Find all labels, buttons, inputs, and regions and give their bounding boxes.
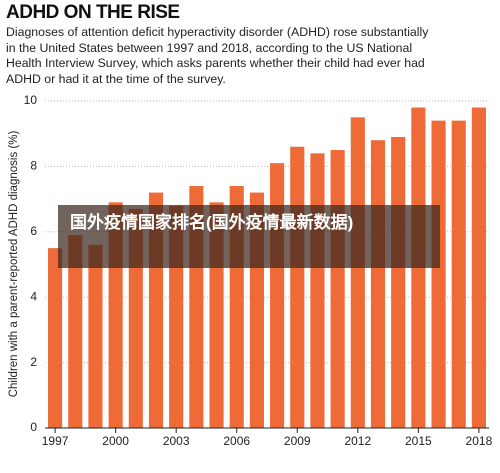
y-tick-label: 0 bbox=[30, 420, 37, 434]
bar bbox=[330, 150, 345, 429]
bar bbox=[391, 136, 406, 428]
y-tick-label: 2 bbox=[30, 355, 37, 369]
overlay-banner: 国外疫情国家排名(国外疫情最新数据) bbox=[58, 205, 440, 268]
bar bbox=[370, 140, 386, 429]
y-axis-label: Children with a parent-reported ADHD dia… bbox=[8, 131, 20, 398]
bar bbox=[451, 120, 466, 429]
bar bbox=[431, 120, 446, 429]
x-tick-label: 2015 bbox=[405, 434, 432, 448]
y-tick-label: 4 bbox=[30, 289, 37, 303]
bar bbox=[310, 153, 325, 428]
bar bbox=[48, 248, 63, 428]
bar bbox=[270, 163, 285, 428]
x-tick-label: 2000 bbox=[102, 434, 129, 448]
bar bbox=[290, 146, 305, 428]
y-tick-label: 6 bbox=[30, 224, 37, 238]
bar bbox=[88, 244, 103, 428]
x-tick-label: 1997 bbox=[42, 434, 69, 448]
bar bbox=[471, 107, 486, 428]
x-tick-label: 2018 bbox=[466, 434, 493, 448]
x-tick-label: 2009 bbox=[284, 434, 311, 448]
x-tick-label: 2006 bbox=[223, 434, 250, 448]
x-tick-label: 2003 bbox=[163, 434, 190, 448]
y-tick-label: 8 bbox=[30, 159, 37, 173]
chart-subtitle: Diagnoses of attention deficit hyperacti… bbox=[6, 25, 429, 86]
y-tick-label: 10 bbox=[24, 93, 38, 107]
chart-title: ADHD ON THE RISE bbox=[6, 2, 180, 23]
bar bbox=[350, 117, 365, 428]
bar bbox=[68, 235, 83, 428]
x-tick-label: 2012 bbox=[344, 434, 371, 448]
